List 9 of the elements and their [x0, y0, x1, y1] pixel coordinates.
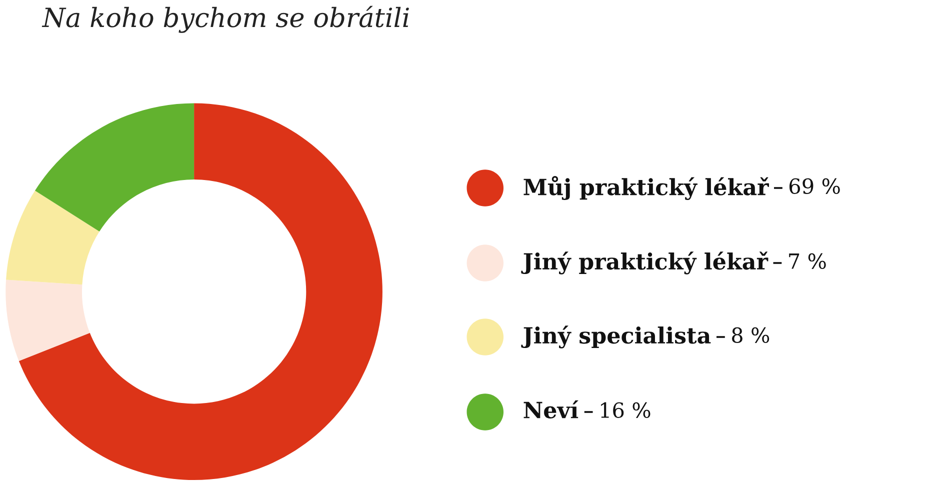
legend-label: Můj praktický lékař — [524, 176, 769, 200]
chart-title: Na koho bychom se obrátili — [42, 6, 409, 33]
data-label: 69 % — [789, 178, 840, 194]
data-label: 16 % — [601, 402, 650, 418]
legend-label: Jiný praktický lékař — [521, 252, 768, 274]
data-label: 7 % — [789, 253, 826, 270]
data-label: 8 % — [732, 327, 770, 344]
legend-label: Jiný specialista — [521, 326, 711, 348]
legend-label: Neví — [524, 400, 578, 418]
